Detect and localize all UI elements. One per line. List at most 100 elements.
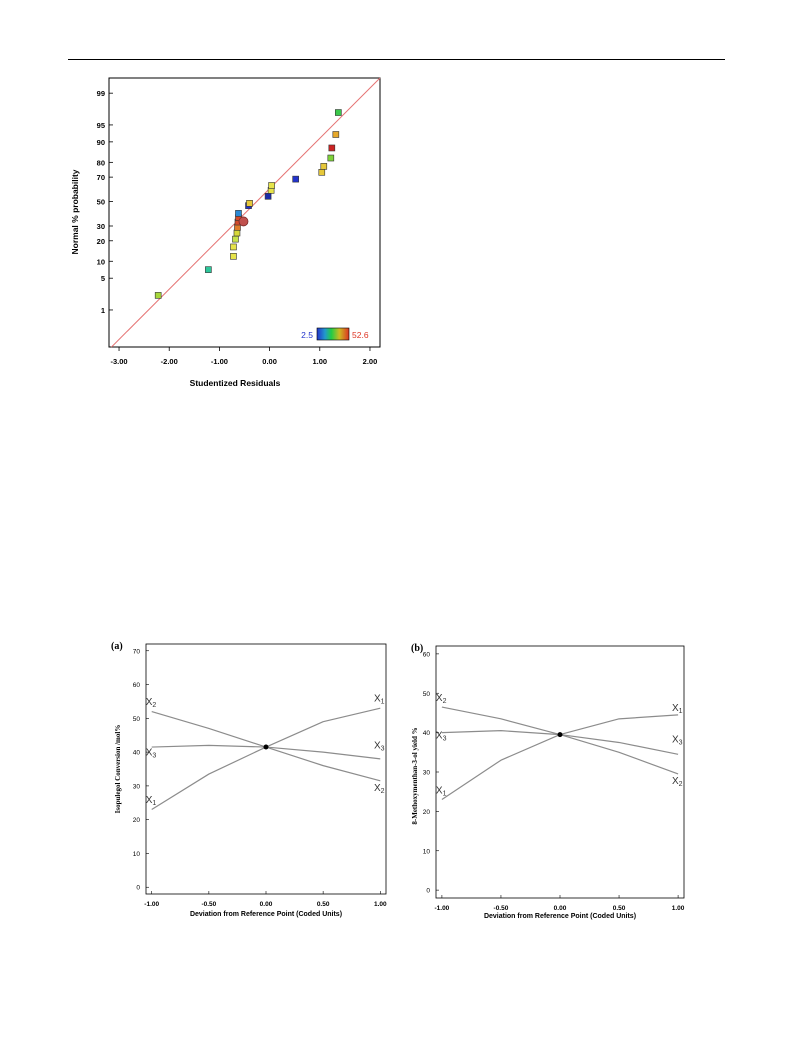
y-tick-label: 50 — [97, 198, 105, 207]
y-tick-label: 20 — [97, 237, 105, 246]
data-point — [332, 131, 340, 138]
y-tick-label: 60 — [133, 682, 141, 689]
y-tick-label: 20 — [133, 817, 141, 824]
x-tick-label: 1.00 — [672, 905, 685, 912]
factor-label: X1 — [672, 703, 683, 715]
data-point — [232, 235, 239, 243]
perturbation-plot-b: (b) 0 10 20 30 40 50 60 -1.00 -0.50 0.00 0.50 1.00… — [411, 643, 685, 920]
x-axis-label: Studentized Residuals — [190, 378, 281, 388]
x-tick-label: 0.00 — [260, 901, 273, 908]
x-axis-ticks: -1.00 -0.50 0.00 0.50 1.00 — [144, 891, 387, 908]
x-tick-label: -1.00 — [434, 905, 449, 912]
reference-line — [111, 77, 381, 348]
response-lines — [151, 707, 381, 811]
factor-label: X1 — [146, 795, 157, 807]
data-point — [327, 154, 335, 162]
data-point — [328, 144, 336, 152]
y-tick-label: 70 — [97, 173, 105, 182]
color-scale-min-label: 2.5 — [301, 330, 313, 340]
factor-labels: X1 X3 X2 X2 X3 X1 — [146, 693, 385, 806]
factor-label: X3 — [436, 731, 447, 743]
data-point — [335, 109, 342, 116]
y-axis-label: Isopulegol Conversion /mol% — [114, 725, 122, 814]
x-axis-ticks: -1.00 -0.50 0.00 0.50 1.00 — [434, 895, 685, 912]
highlighted-point — [238, 216, 249, 227]
y-tick-label: 10 — [97, 257, 105, 266]
y-tick-label: 30 — [97, 222, 105, 231]
data-point — [264, 192, 272, 200]
factor-label: X2 — [672, 776, 683, 788]
plot-frame — [145, 643, 387, 895]
x-tick-label: -3.00 — [110, 357, 127, 366]
factor-label: X3 — [146, 747, 157, 759]
x-tick-label: 0.00 — [554, 905, 567, 912]
panel-label: (a) — [111, 641, 123, 652]
y-axis-ticks: 1 5 10 20 30 50 70 80 90 95 99 — [97, 89, 113, 315]
factor-label: X3 — [672, 734, 683, 746]
data-points — [154, 109, 342, 299]
y-tick-label: 40 — [133, 750, 141, 757]
data-point — [230, 243, 237, 251]
x-tick-label: 1.00 — [312, 357, 327, 366]
perturbation-plot-a: (a) 0 10 20 30 40 50 60 70 -1.00 -0.50 0.00 0.50 1.… — [111, 641, 387, 918]
x-tick-label: -2.00 — [161, 357, 178, 366]
y-tick-label: 99 — [97, 89, 105, 98]
panel-label: (b) — [411, 643, 423, 654]
factor-label: X1 — [374, 693, 385, 705]
factor-label: X2 — [436, 693, 447, 705]
factor-label: X1 — [436, 786, 447, 798]
data-point — [268, 182, 275, 189]
x-axis-label: Deviation from Reference Point (Coded Un… — [484, 913, 636, 920]
y-tick-label: 40 — [423, 730, 431, 737]
x-tick-label: 1.00 — [374, 901, 387, 908]
data-point — [230, 253, 237, 260]
y-axis-label: 8-Methoxymenthan-3-ol yield % — [411, 727, 419, 824]
data-point — [205, 266, 212, 273]
color-scale-legend: 2.5 52.6 — [301, 327, 369, 341]
x-axis-ticks: -3.00 -2.00 -1.00 0.00 1.00 2.00 — [110, 347, 377, 366]
page-header-rule — [68, 59, 725, 60]
y-tick-label: 60 — [423, 651, 431, 658]
data-point — [292, 175, 299, 183]
y-axis-ticks: 0 10 20 30 40 50 60 — [423, 651, 439, 895]
x-tick-label: 0.50 — [317, 901, 330, 908]
y-tick-label: 70 — [133, 648, 141, 655]
y-tick-label: 0 — [426, 888, 430, 895]
reference-point-marker — [263, 744, 269, 750]
normal-probability-plot: 1 5 10 20 30 50 70 80 90 95 99 -3.00 -2.00 -1.00 0.00… — [70, 77, 381, 388]
y-tick-label: 0 — [136, 885, 140, 892]
y-axis-label: Normal % probability — [70, 169, 80, 254]
x-tick-label: 0.50 — [613, 905, 626, 912]
data-point — [318, 169, 326, 176]
y-tick-label: 5 — [101, 274, 105, 283]
y-tick-label: 90 — [97, 138, 105, 147]
factor-label: X2 — [146, 697, 157, 709]
factor-label: X2 — [374, 783, 385, 795]
x-axis-label: Deviation from Reference Point (Coded Un… — [190, 911, 342, 918]
factor-labels: X1 X3 X2 X2 X3 X1 — [436, 693, 683, 798]
x-tick-label: -0.50 — [494, 905, 509, 912]
y-tick-label: 1 — [101, 306, 105, 315]
y-tick-label: 30 — [423, 770, 431, 777]
y-tick-label: 10 — [133, 851, 141, 858]
y-tick-label: 20 — [423, 809, 431, 816]
data-point — [235, 210, 242, 217]
reference-line-layer — [111, 77, 381, 348]
data-point — [320, 163, 328, 170]
x-tick-label: -0.50 — [201, 901, 216, 908]
data-point — [233, 229, 241, 237]
y-tick-label: 50 — [133, 716, 141, 723]
x-tick-label: -1.00 — [144, 901, 159, 908]
x-tick-label: 2.00 — [363, 357, 378, 366]
y-tick-label: 10 — [423, 848, 431, 855]
y-tick-label: 95 — [97, 121, 105, 130]
data-point — [154, 292, 162, 299]
color-scale-bar — [316, 327, 350, 341]
y-tick-label: 30 — [133, 783, 141, 790]
x-tick-label: -1.00 — [211, 357, 228, 366]
x-tick-label: 0.00 — [262, 357, 277, 366]
plot-frame — [435, 645, 685, 899]
response-lines — [441, 706, 679, 801]
factor-label: X3 — [374, 741, 385, 753]
reference-point-marker — [557, 732, 563, 738]
